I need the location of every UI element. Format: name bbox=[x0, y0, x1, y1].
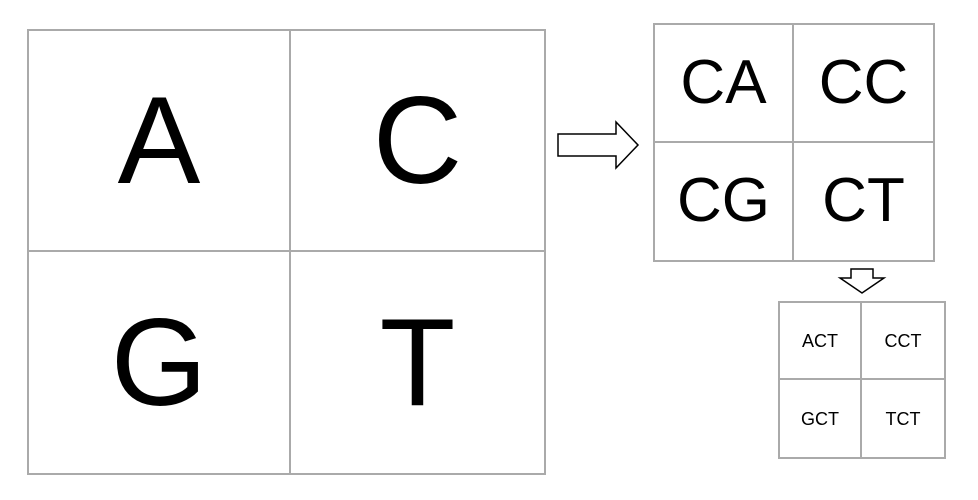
down-arrow-icon bbox=[837, 268, 887, 294]
grid-cell-g: G bbox=[29, 252, 291, 473]
single-letter-grid: A C G T bbox=[27, 29, 546, 475]
grid-cell-act: ACT bbox=[780, 303, 862, 380]
grid-cell-ct: CT bbox=[822, 166, 905, 236]
grid-cell-gct: GCT bbox=[780, 380, 862, 457]
right-arrow-icon bbox=[557, 120, 640, 170]
three-letter-grid: ACT CCT GCT TCT bbox=[778, 301, 946, 459]
grid-cell-t: T bbox=[379, 293, 456, 432]
grid-cell-cct: CCT bbox=[862, 303, 944, 380]
grid-cell-c: C bbox=[291, 31, 544, 252]
two-letter-grid: CA CC CG CT bbox=[653, 23, 935, 262]
grid-cell-cg: CG bbox=[655, 142, 794, 260]
grid-cell-cc: CC bbox=[794, 25, 933, 143]
grid-cell-a: A bbox=[29, 31, 291, 252]
grid-cell-ca: CA bbox=[655, 25, 794, 143]
grid-cell-tct: TCT bbox=[885, 408, 921, 429]
